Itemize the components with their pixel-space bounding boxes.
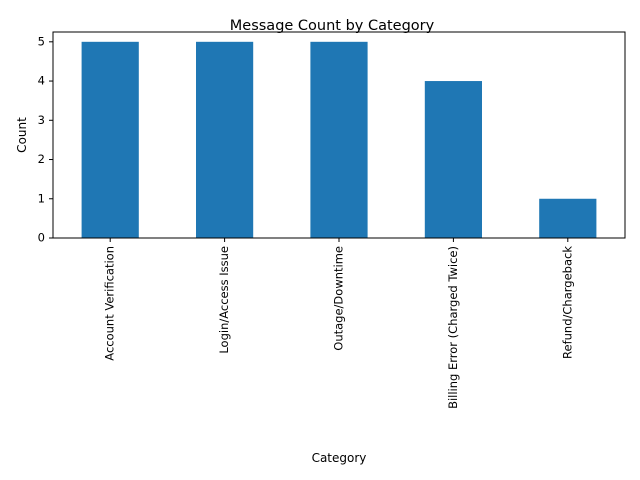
y-tick-label: 4 (38, 74, 45, 88)
x-axis-label: Category (312, 451, 367, 465)
bar-billing-error-charged-twice (424, 81, 482, 238)
plot-frame (52, 31, 626, 239)
bar-login-access-issue (196, 41, 254, 238)
x-axis-ticks: Account Verification Login/Access Issue Ou… (103, 238, 574, 409)
y-tick-label: 1 (38, 191, 45, 205)
bars-group (81, 41, 597, 238)
y-tick-label: 2 (38, 152, 45, 166)
bar-refund-chargeback (539, 198, 597, 238)
x-tick-label: Refund/Chargeback (560, 246, 574, 359)
x-tick-label: Account Verification (103, 246, 117, 361)
bar-outage-downtime (310, 41, 368, 238)
x-tick-label: Billing Error (Charged Twice) (446, 246, 460, 409)
bar-account-verification (81, 41, 139, 238)
y-axis-ticks: 0 1 2 3 4 5 (38, 34, 53, 245)
y-tick-label: 0 (38, 231, 45, 245)
y-tick-label: 3 (38, 113, 45, 127)
y-axis-label: Count (15, 117, 29, 153)
chart-title: Message Count by Category (230, 18, 435, 34)
x-tick-label: Login/Access Issue (217, 246, 231, 354)
x-tick-label: Outage/Downtime (332, 246, 346, 351)
y-tick-label: 5 (38, 34, 45, 48)
